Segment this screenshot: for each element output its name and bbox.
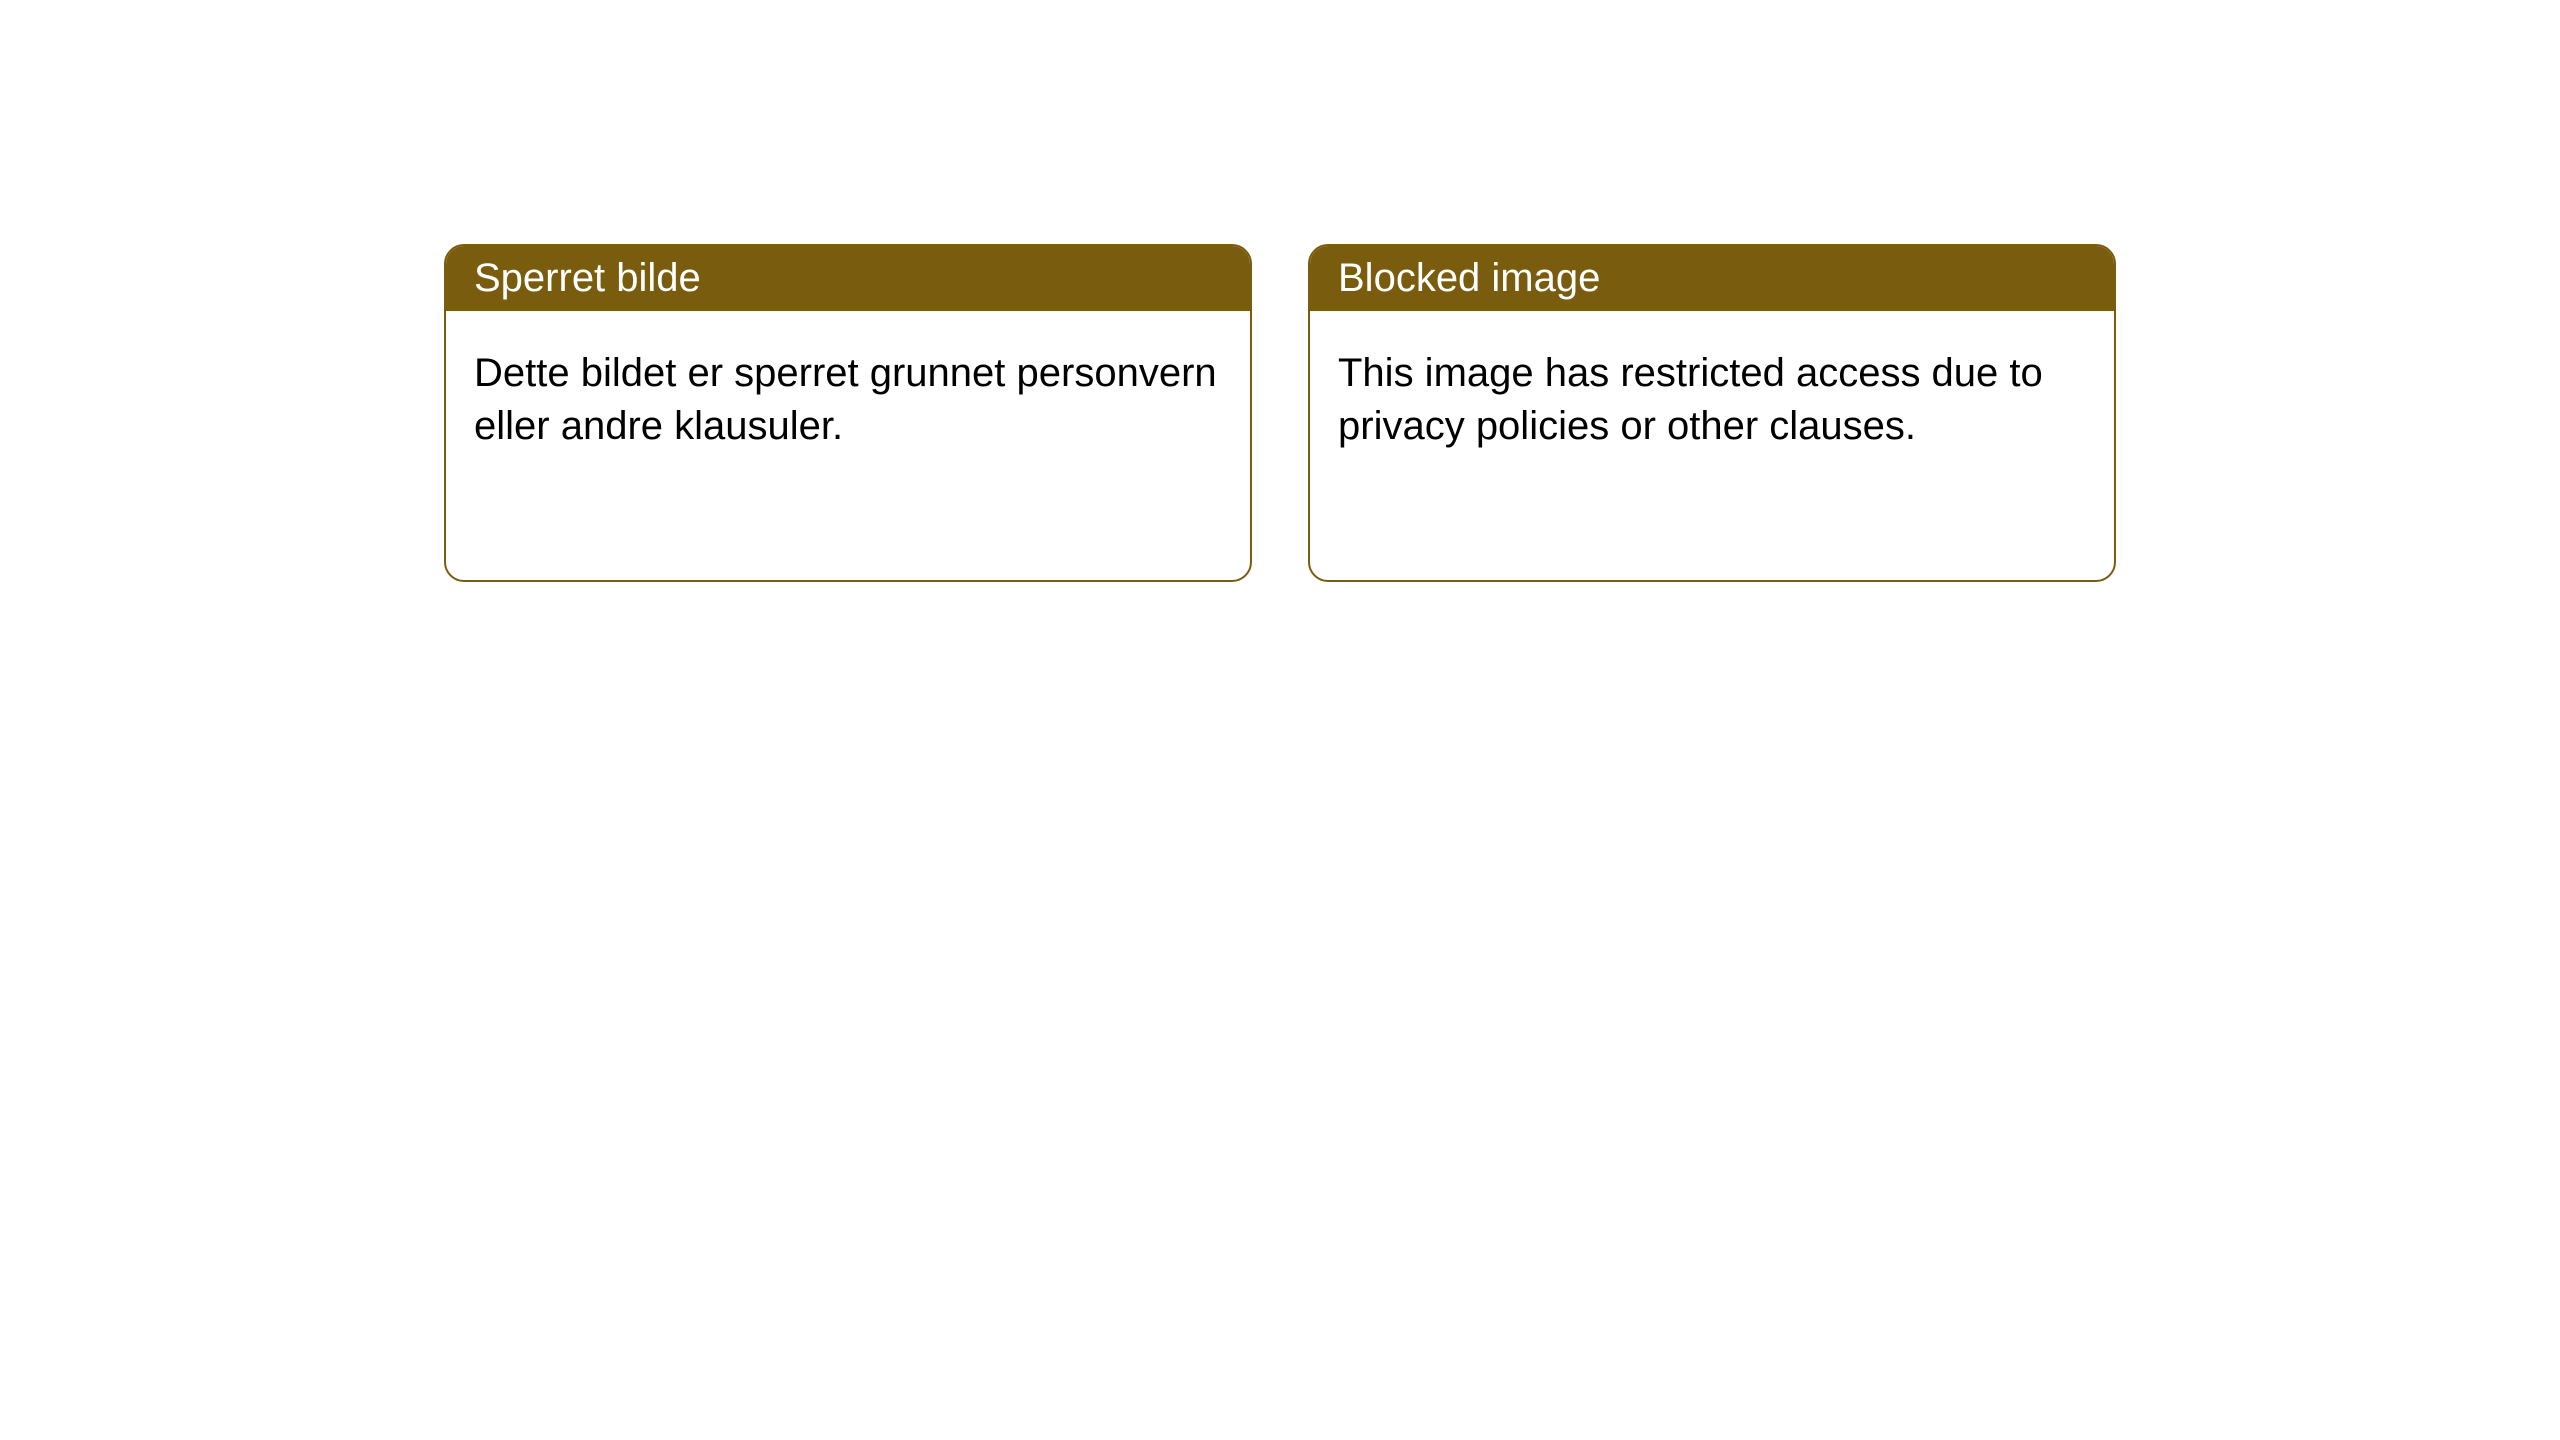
notice-card-english: Blocked image This image has restricted …: [1308, 244, 2116, 582]
card-body: Dette bildet er sperret grunnet personve…: [446, 311, 1250, 489]
card-title: Blocked image: [1338, 256, 1600, 300]
card-title: Sperret bilde: [474, 256, 701, 300]
card-header: Sperret bilde: [446, 246, 1250, 311]
card-body-text: This image has restricted access due to …: [1338, 351, 2043, 448]
card-body-text: Dette bildet er sperret grunnet personve…: [474, 351, 1217, 448]
notice-container: Sperret bilde Dette bildet er sperret gr…: [0, 0, 2560, 582]
card-body: This image has restricted access due to …: [1310, 311, 2114, 489]
card-header: Blocked image: [1310, 246, 2114, 311]
notice-card-norwegian: Sperret bilde Dette bildet er sperret gr…: [444, 244, 1252, 582]
